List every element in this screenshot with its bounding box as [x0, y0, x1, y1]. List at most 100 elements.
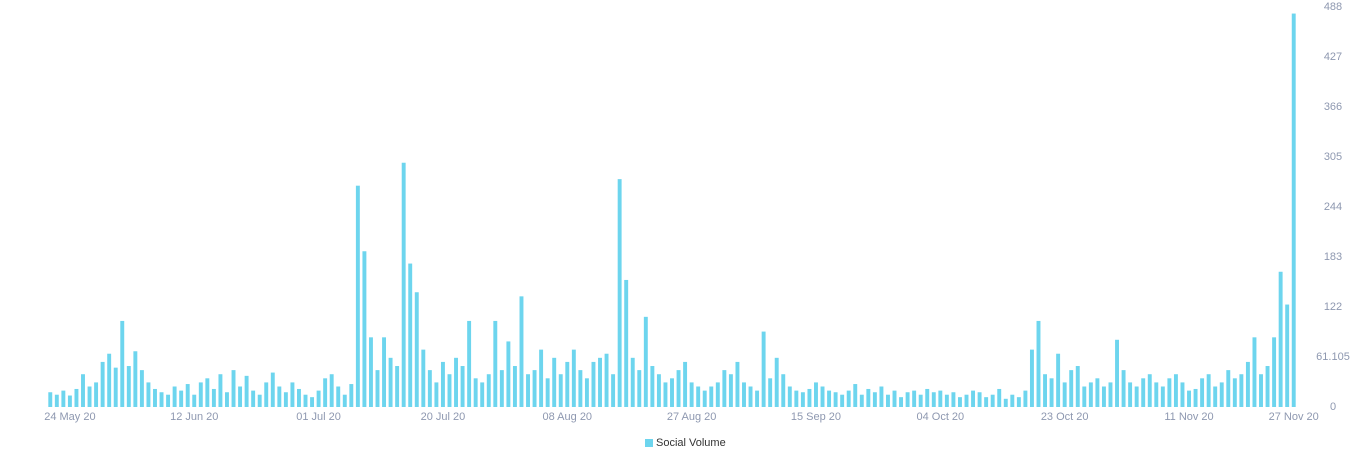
bar — [179, 390, 184, 407]
bar — [676, 370, 681, 407]
bar — [349, 384, 354, 407]
bar — [264, 382, 269, 407]
bar — [735, 361, 740, 407]
bar — [480, 382, 485, 407]
bar — [1043, 374, 1047, 407]
bar — [1291, 13, 1296, 408]
bar — [820, 386, 825, 407]
bar — [905, 392, 910, 407]
bar — [185, 384, 190, 407]
x-tick-label: 27 Nov 20 — [1269, 411, 1319, 423]
bar — [362, 251, 367, 407]
bar — [872, 392, 877, 407]
bar — [1141, 378, 1146, 407]
bar — [355, 185, 360, 407]
bar — [48, 392, 53, 407]
bar — [1219, 382, 1224, 407]
bar — [1200, 378, 1205, 407]
bar — [1173, 374, 1178, 407]
bar — [67, 395, 72, 407]
bar — [87, 386, 92, 407]
bar — [617, 179, 622, 407]
bar — [977, 392, 982, 407]
bar — [892, 390, 897, 407]
bar — [807, 388, 812, 407]
bar — [827, 390, 832, 407]
bar — [774, 357, 779, 407]
bar — [1108, 382, 1113, 407]
bar — [290, 382, 295, 407]
bar — [120, 320, 125, 407]
bar — [506, 341, 511, 407]
bar — [1134, 386, 1139, 407]
bar — [637, 370, 642, 407]
bar — [886, 394, 890, 407]
bar — [584, 378, 589, 407]
x-tick-label: 11 Nov 20 — [1164, 411, 1213, 423]
bar — [1069, 370, 1074, 407]
bar — [1088, 382, 1093, 407]
y-tick-label: 61.105 — [1316, 351, 1350, 363]
bar — [990, 394, 995, 407]
bar — [565, 361, 570, 407]
bar — [467, 320, 472, 407]
bar — [1101, 386, 1106, 407]
bar — [342, 394, 347, 407]
bar — [1056, 353, 1061, 407]
bar — [787, 386, 792, 407]
bar — [329, 374, 334, 407]
bar — [486, 374, 491, 407]
bar — [244, 375, 249, 407]
bar — [938, 390, 943, 407]
bar — [643, 316, 648, 407]
x-tick-label: 01 Jul 20 — [296, 411, 341, 423]
bar — [1245, 361, 1250, 407]
bar — [408, 263, 413, 407]
bar — [768, 378, 773, 407]
bar — [454, 357, 458, 407]
bar — [1154, 382, 1159, 407]
bar — [1082, 386, 1087, 407]
bar — [879, 386, 884, 407]
bar — [964, 394, 969, 407]
bar — [238, 386, 243, 407]
bar — [447, 374, 452, 407]
bar — [368, 337, 373, 407]
bar — [1226, 370, 1231, 407]
bar — [100, 361, 105, 407]
bar — [558, 374, 563, 407]
bar — [604, 353, 609, 407]
bar — [1147, 374, 1152, 407]
bar — [696, 386, 701, 407]
bar — [918, 394, 923, 407]
bar — [395, 366, 400, 407]
bar — [957, 397, 962, 407]
legend-label: Social Volume — [656, 437, 726, 449]
bar — [833, 392, 838, 407]
bar — [866, 388, 871, 407]
bar — [761, 331, 766, 407]
bar — [997, 388, 1002, 407]
bar — [231, 370, 236, 407]
bar — [853, 384, 858, 407]
bar — [414, 292, 419, 407]
bar — [1272, 337, 1277, 407]
bar — [1095, 378, 1100, 407]
bar — [931, 392, 936, 407]
bar — [571, 349, 576, 407]
bar — [316, 390, 321, 407]
bar — [421, 349, 426, 407]
bar — [539, 349, 544, 407]
bar — [277, 386, 282, 407]
bar — [388, 357, 393, 407]
bar — [192, 394, 197, 407]
bar — [81, 374, 85, 407]
bar — [1115, 339, 1119, 407]
bar — [656, 374, 661, 407]
bar — [1232, 378, 1237, 407]
y-tick-label: 427 — [1324, 51, 1342, 63]
x-tick-label: 12 Jun 20 — [170, 411, 218, 423]
bar — [742, 382, 746, 407]
bar — [113, 367, 118, 407]
